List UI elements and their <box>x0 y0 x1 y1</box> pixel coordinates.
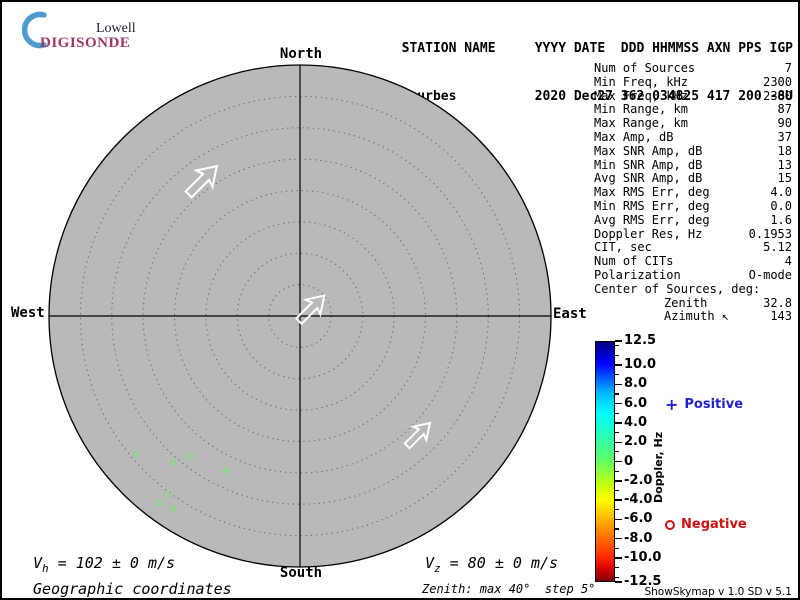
colorbar-tick-label: 4.0 <box>624 414 648 430</box>
colorbar-minor-tick <box>615 528 619 530</box>
colorbar-minor-tick <box>615 354 619 357</box>
source-marker-negative <box>132 450 139 458</box>
source-marker-negative <box>169 458 177 466</box>
colorbar-minor-tick <box>615 566 619 569</box>
colorbar-tick-label: -12.5 <box>624 574 662 589</box>
legend-negative: Negative <box>665 517 747 532</box>
colorbar-minor-tick <box>615 470 619 472</box>
colorbar-tick-label: 0 <box>624 453 634 469</box>
stats-row: Polarization O-mode <box>594 267 792 282</box>
colorbar-tick-label: 12.5 <box>624 333 657 348</box>
colorbar-minor-tick <box>615 374 619 376</box>
colorbar-tick-label: 2.0 <box>624 434 648 450</box>
logo-lowell-text: Lowell <box>96 21 136 36</box>
colorbar-minor-tick <box>615 431 619 434</box>
stats-row: Azimuth ↖ 143 <box>664 309 792 324</box>
colorbar-major-tick <box>615 402 622 405</box>
colorbar-minor-tick <box>615 451 619 453</box>
colorbar-major-tick <box>615 581 622 583</box>
colorbar-major-tick <box>615 383 622 386</box>
drift-arrow-icon <box>184 164 219 199</box>
digisonde-crescent-icon <box>21 11 47 49</box>
legend-positive-label: Positive <box>684 397 744 412</box>
colorbar-tick-label: 6.0 <box>624 395 648 411</box>
version-credit: ShowSkymap v 1.0 SD v 5.1 <box>644 586 792 598</box>
zenith-scale-note: Zenith: max 40° step 5° <box>422 582 596 596</box>
colorbar-minor-tick <box>615 489 619 491</box>
colorbar-minor-tick <box>615 412 619 414</box>
stats-row: Min SNR Amp, dB 13 <box>594 157 792 172</box>
colorbar-major-tick <box>615 364 622 366</box>
coordinates-note: Geographic coordinates <box>33 580 232 598</box>
stats-row: Avg RMS Err, deg 1.6 <box>594 212 792 227</box>
compass-north-label: North <box>279 46 323 62</box>
source-marker-negative <box>169 505 177 513</box>
stats-row: Num of Sources 7 <box>594 61 792 75</box>
station-header-values: Dourbes 2020 Dec27 362 034825 417 200 -8… <box>401 89 793 104</box>
source-marker-negative <box>186 453 194 460</box>
lowell-digisonde-logo: Lowell DIGISONDE <box>14 8 164 51</box>
colorbar-major-tick <box>615 422 622 424</box>
stats-row: Min RMS Err, deg 0.0 <box>594 198 792 213</box>
stats-row: Max Amp, dB 37 <box>594 129 792 144</box>
colorbar-major-tick <box>615 518 622 521</box>
colorbar-major-tick <box>615 460 622 463</box>
source-marker-negative <box>163 490 171 498</box>
stats-row: Avg SNR Amp, dB 15 <box>594 171 792 186</box>
stats-row: Max Range, km 90 <box>594 116 792 131</box>
colorbar-major-tick <box>615 557 622 559</box>
colorbar-tick-label: -6.0 <box>624 511 653 527</box>
colorbar-minor-tick <box>615 509 619 511</box>
azimuth-direction-icon: ↖ <box>714 309 730 324</box>
legend-negative-label: Negative <box>681 517 747 532</box>
colorbar-tick-label: -4.0 <box>624 492 653 508</box>
station-header-columns: STATION NAME YYYY DATE DDD HHMMSS AXN PP… <box>401 41 793 56</box>
source-marker-negative <box>155 499 163 507</box>
stats-row: Doppler Res, Hz 0.1953 <box>594 226 792 241</box>
colorbar-title: Doppler, Hz <box>652 431 665 503</box>
colorbar-tick-label: -10.0 <box>624 549 662 565</box>
stats-row: CIT, sec 5.12 <box>594 240 792 255</box>
colorbar-major-tick <box>615 537 622 540</box>
logo-digisonde-text: DIGISONDE <box>40 35 131 51</box>
negative-circle-icon <box>665 519 675 530</box>
stats-row: Num of CITs 4 <box>594 254 792 269</box>
stats-row: Center of Sources, deg: <box>594 281 761 296</box>
compass-west-label: West <box>11 305 45 321</box>
stats-panel: Num of Sources 7 Min Freq, kHz 2300 Max Freq… <box>594 61 792 324</box>
colorbar-major-tick <box>615 480 622 482</box>
colorbar-tick-label: 8.0 <box>624 376 648 392</box>
colorbar-tick-label: 10.0 <box>624 357 657 373</box>
colorbar-minor-tick <box>615 547 619 549</box>
positive-plus-icon: + <box>665 394 679 414</box>
colorbar-minor-tick <box>615 345 619 347</box>
stats-row: Min Freq, kHz 2300 <box>594 74 792 89</box>
stats-row: Max RMS Err, deg 4.0 <box>594 185 792 200</box>
vertical-velocity-readout: Vz = 80 ± 0 m/s <box>425 554 559 575</box>
colorbar-major-tick <box>615 499 622 501</box>
colorbar-major-tick <box>615 340 622 342</box>
colorbar-tick-label: -8.0 <box>624 530 653 546</box>
doppler-colorbar <box>595 341 615 582</box>
station-header: STATION NAME YYYY DATE DDD HHMMSS AXN PP… <box>402 9 793 137</box>
drift-arrow-icon <box>403 421 432 450</box>
colorbar-major-tick <box>615 441 622 444</box>
colorbar-tick-label: -2.0 <box>624 472 653 488</box>
legend-positive: + Positive <box>665 394 744 414</box>
colorbar-minor-tick <box>615 393 619 395</box>
stats-row: Min Range, km 87 <box>594 102 792 117</box>
stats-row: Max SNR Amp, dB 18 <box>594 143 792 158</box>
compass-south-label: South <box>279 565 323 581</box>
horizontal-velocity-readout: Vh = 102 ± 0 m/s <box>33 554 176 575</box>
colorbar-minor-tick <box>615 576 619 578</box>
drift-arrow-icon <box>294 294 326 326</box>
source-marker-positive <box>221 466 231 476</box>
stats-row: Zenith 32.8 <box>664 295 792 310</box>
stats-row: Max Freq, kHz 2300 <box>594 88 792 103</box>
compass-east-label: East <box>553 306 587 322</box>
